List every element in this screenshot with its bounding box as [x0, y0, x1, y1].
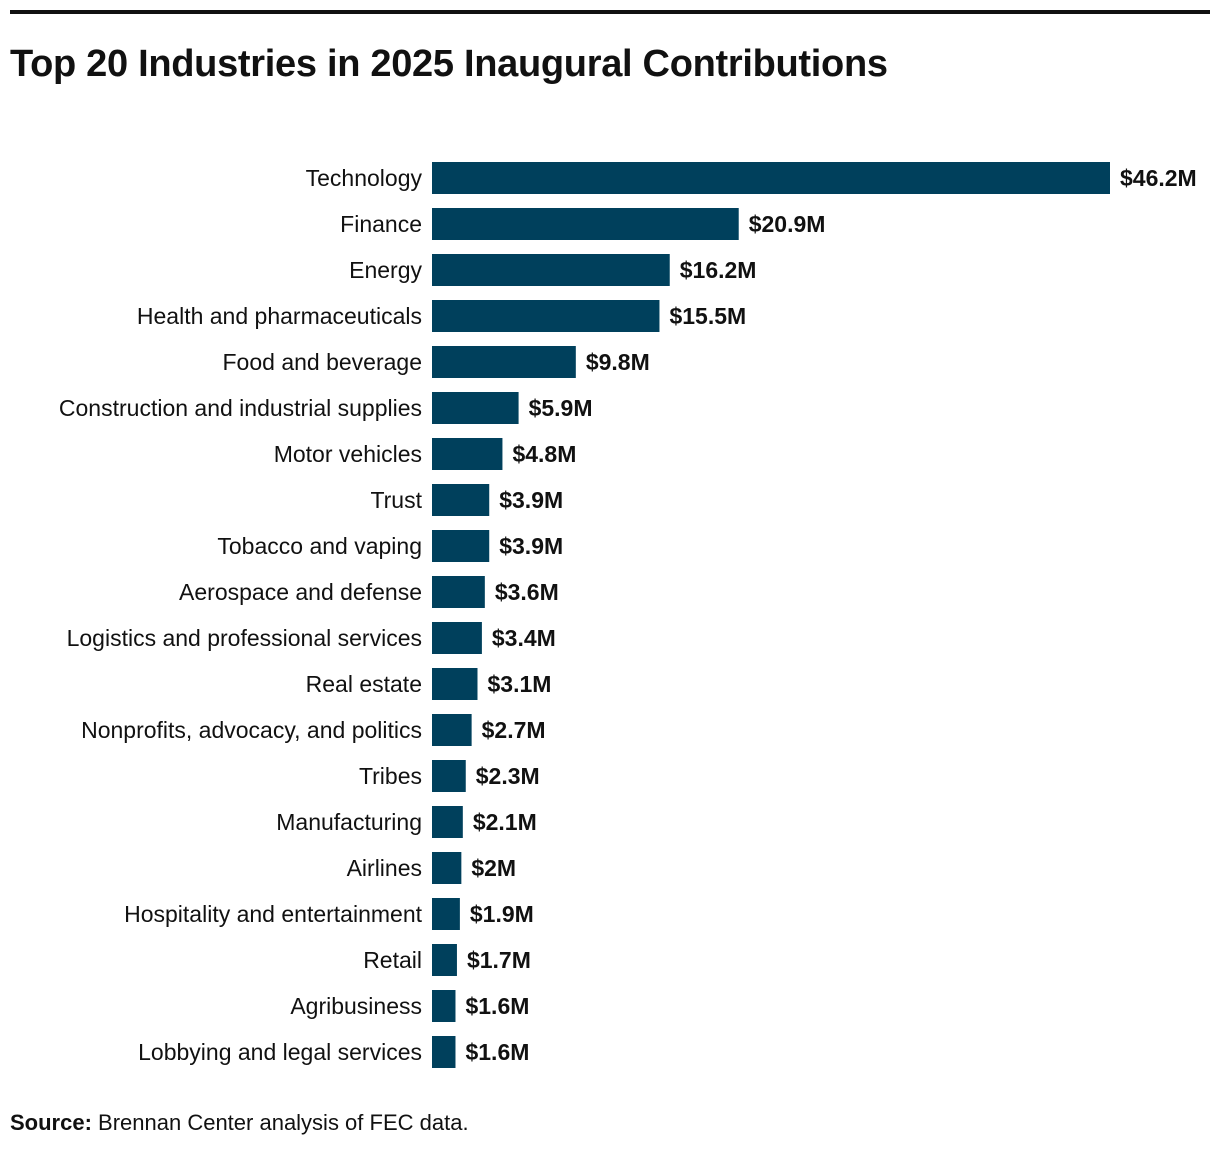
category-label: Construction and industrial supplies	[59, 395, 422, 421]
value-label: $1.6M	[465, 1039, 529, 1065]
bar-row: Tobacco and vaping $3.9M	[217, 530, 563, 562]
value-label: $46.2M	[1120, 165, 1197, 191]
bar-row: Construction and industrial supplies $5.9…	[59, 392, 593, 424]
category-label: Tobacco and vaping	[217, 533, 422, 559]
bar-row: Retail $1.7M	[363, 944, 531, 976]
category-label: Real estate	[306, 671, 422, 697]
bar	[432, 208, 739, 240]
category-label: Technology	[306, 165, 423, 191]
value-label: $15.5M	[669, 303, 746, 329]
bar-row: Nonprofits, advocacy, and politics $2.7M	[81, 714, 546, 746]
bar	[432, 254, 670, 286]
value-label: $3.9M	[499, 533, 563, 559]
bar-row: Hospitality and entertainment $1.9M	[124, 898, 534, 930]
value-label: $3.1M	[487, 671, 551, 697]
category-label: Retail	[363, 947, 422, 973]
value-label: $2M	[471, 855, 516, 881]
bar	[432, 622, 482, 654]
bar	[432, 346, 576, 378]
bar	[432, 806, 463, 838]
category-label: Trust	[370, 487, 422, 513]
value-label: $9.8M	[586, 349, 650, 375]
bar	[432, 300, 660, 332]
bar	[432, 760, 466, 792]
category-label: Airlines	[347, 855, 422, 881]
bar-row: Technology $46.2M	[306, 162, 1197, 194]
category-label: Nonprofits, advocacy, and politics	[81, 717, 422, 743]
bar-chart: Technology $46.2M Finance $20.9M Energy $16.2…	[59, 162, 1197, 1068]
bar-row: Agribusiness $1.6M	[290, 990, 529, 1022]
bar	[432, 714, 472, 746]
value-label: $3.4M	[492, 625, 556, 651]
bar-row: Tribes $2.3M	[359, 760, 540, 792]
bar-row: Trust $3.9M	[370, 484, 563, 516]
chart-title: Top 20 Industries in 2025 Inaugural Cont…	[10, 43, 888, 85]
bar	[432, 668, 478, 700]
bar	[432, 898, 460, 930]
bar-row: Food and beverage $9.8M	[223, 346, 650, 378]
category-label: Finance	[340, 211, 422, 237]
value-label: $2.3M	[476, 763, 540, 789]
bar-row: Motor vehicles $4.8M	[274, 438, 576, 470]
value-label: $1.7M	[467, 947, 531, 973]
bar	[432, 530, 490, 562]
bar	[432, 852, 462, 884]
source-label: Source:	[10, 1110, 92, 1135]
bar	[432, 576, 485, 608]
bar	[432, 162, 1110, 194]
bar	[432, 944, 457, 976]
value-label: $2.7M	[482, 717, 546, 743]
value-label: $5.9M	[529, 395, 593, 421]
bar-row: Health and pharmaceuticals $15.5M	[137, 300, 746, 332]
category-label: Motor vehicles	[274, 441, 422, 467]
category-label: Energy	[349, 257, 422, 283]
value-label: $3.6M	[495, 579, 559, 605]
category-label: Manufacturing	[276, 809, 422, 835]
bar-row: Airlines $2M	[347, 852, 516, 884]
value-label: $1.9M	[470, 901, 534, 927]
source-note: Source: Brennan Center analysis of FEC d…	[10, 1108, 469, 1138]
category-label: Health and pharmaceuticals	[137, 303, 422, 329]
category-label: Agribusiness	[290, 993, 422, 1019]
source-text: Brennan Center analysis of FEC data.	[91, 1110, 469, 1135]
category-label: Hospitality and entertainment	[124, 901, 422, 927]
bar-row: Lobbying and legal services $1.6M	[138, 1036, 529, 1068]
bar	[432, 484, 490, 516]
bar	[432, 990, 456, 1022]
top-rule	[10, 10, 1210, 14]
value-label: $20.9M	[749, 211, 826, 237]
category-label: Tribes	[359, 763, 422, 789]
bar-row: Energy $16.2M	[349, 254, 756, 286]
bar-row: Manufacturing $2.1M	[276, 806, 537, 838]
value-label: $16.2M	[680, 257, 757, 283]
bar-row: Real estate $3.1M	[306, 668, 551, 700]
value-label: $2.1M	[473, 809, 537, 835]
category-label: Lobbying and legal services	[138, 1039, 422, 1065]
bar	[432, 1036, 456, 1068]
category-label: Aerospace and defense	[179, 579, 422, 605]
value-label: $3.9M	[499, 487, 563, 513]
bar-row: Finance $20.9M	[340, 208, 825, 240]
category-label: Food and beverage	[223, 349, 423, 375]
bar	[432, 392, 519, 424]
value-label: $4.8M	[512, 441, 576, 467]
bar-row: Aerospace and defense $3.6M	[179, 576, 559, 608]
category-label: Logistics and professional services	[67, 625, 422, 651]
bar-row: Logistics and professional services $3.4M	[67, 622, 556, 654]
value-label: $1.6M	[465, 993, 529, 1019]
bar	[432, 438, 503, 470]
